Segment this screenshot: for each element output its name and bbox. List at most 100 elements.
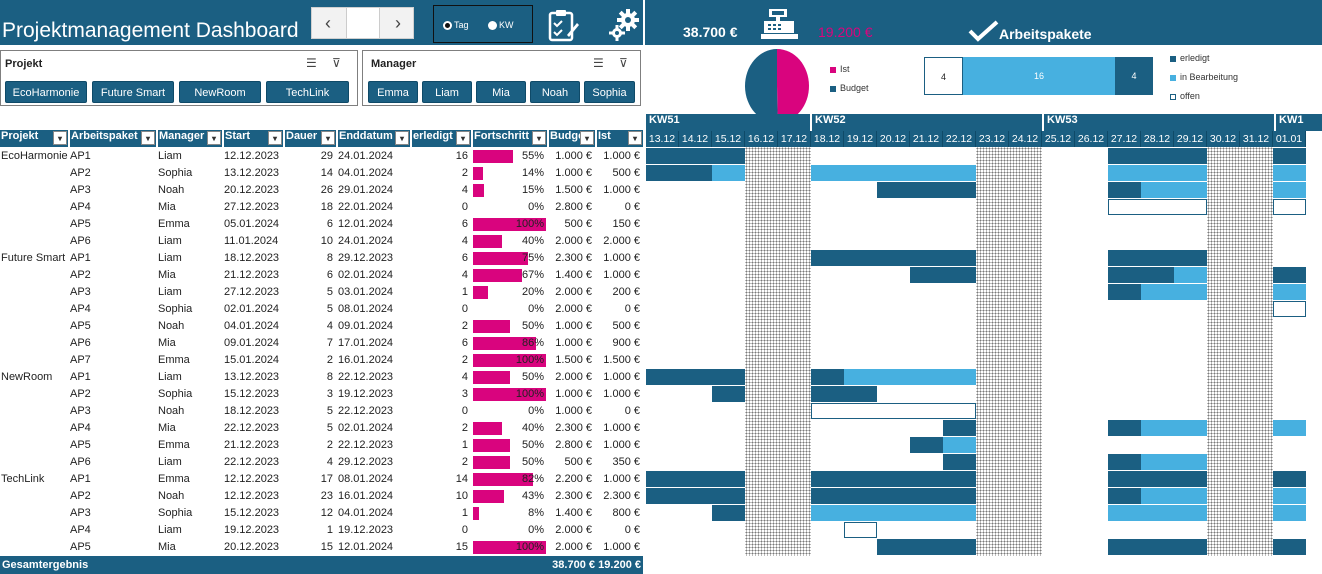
table-row[interactable]: AP4 Mia 27.12.2023 18 22.01.2024 0 0% 2.800 € 0 … <box>0 199 643 216</box>
filter-dropdown-icon[interactable]: ▾ <box>532 131 546 145</box>
table-row[interactable]: AP6 Mia 09.01.2024 7 17.01.2024 6 86% 1.000 € 90… <box>0 335 643 352</box>
radio-icon[interactable] <box>488 21 497 31</box>
cell-fortschritt: 67% <box>521 269 544 281</box>
table-row[interactable]: AP6 Liam 22.12.2023 4 29.12.2023 2 50% 500 € 350… <box>0 454 643 471</box>
table-row[interactable]: AP6 Liam 11.01.2024 10 24.01.2024 4 40% 2.000 €… <box>0 233 643 250</box>
filter-dropdown-icon[interactable]: ▾ <box>53 131 67 145</box>
cell-budget: 2.000 € <box>555 303 592 315</box>
timeline-scrollbar[interactable]: ‹ › <box>311 7 414 39</box>
table-row[interactable]: AP4 Mia 22.12.2023 5 02.01.2024 2 40% 2.300 € 1.… <box>0 420 643 437</box>
cell-erledigt: 6 <box>461 252 468 264</box>
clear-filter-icon[interactable]: ⊽ <box>332 56 341 70</box>
total-label: Gesamtergebnis <box>2 559 89 571</box>
clipboard-icon[interactable] <box>545 7 581 43</box>
slicer-item-techlink[interactable]: TechLink <box>266 81 349 103</box>
table-row[interactable]: AP4 Liam 19.12.2023 1 19.12.2023 0 0% 2.000 € 0 … <box>0 522 643 539</box>
cell-dauer: 12 <box>320 507 333 519</box>
cell-manager: Liam <box>158 286 182 298</box>
filter-dropdown-icon[interactable]: ▾ <box>207 131 221 145</box>
table-row[interactable]: AP2 Mia 21.12.2023 6 02.01.2024 4 67% 1.400 € 1.… <box>0 267 643 284</box>
status-legend-erledigt: erledigt <box>1170 53 1210 63</box>
scroll-left-button[interactable]: ‹ <box>325 13 331 33</box>
scroll-right-button[interactable]: › <box>395 13 401 33</box>
cell-ist: 1.000 € <box>603 541 640 553</box>
slicer-item-liam[interactable]: Liam <box>422 81 472 103</box>
kpi-budget-value: 38.700 € <box>683 24 738 40</box>
progress-bar <box>473 235 502 248</box>
table-row[interactable]: AP2 Sophia 15.12.2023 3 19.12.2023 3 100% 1.000… <box>0 386 643 403</box>
filter-dropdown-icon[interactable]: ▾ <box>580 131 594 145</box>
table-row[interactable]: EcoHarmonie AP1 Liam 12.12.2023 29 24.01.2024… <box>0 148 643 165</box>
gantt-bar-prog <box>1273 182 1306 198</box>
clear-filter-icon[interactable]: ⊽ <box>619 56 628 70</box>
table-row[interactable]: AP5 Emma 21.12.2023 2 22.12.2023 1 50% 2.800 € 1… <box>0 437 643 454</box>
cell-manager: Emma <box>158 354 190 366</box>
cell-erledigt: 2 <box>461 320 468 332</box>
filter-dropdown-icon[interactable]: ▾ <box>141 131 155 145</box>
filter-dropdown-icon[interactable]: ▾ <box>395 131 409 145</box>
cell-erledigt: 0 <box>461 201 468 213</box>
gantt-bar-done <box>646 148 745 164</box>
column-header-budget: Budget ▾ <box>549 130 595 147</box>
cell-dauer: 5 <box>326 422 333 434</box>
table-row[interactable]: AP2 Sophia 13.12.2023 14 04.01.2024 2 14% 1.000… <box>0 165 643 182</box>
day-header: 28.12 <box>1141 131 1174 147</box>
filter-dropdown-icon[interactable]: ▾ <box>321 131 335 145</box>
progress-bar <box>473 286 488 299</box>
slicer-item-newroom[interactable]: NewRoom <box>179 81 261 103</box>
gantt-bar-done <box>877 182 976 198</box>
cell-manager: Mia <box>158 269 176 281</box>
gantt-bar-done <box>877 539 976 555</box>
weekend-column <box>1009 147 1042 556</box>
table-row[interactable]: NewRoom AP1 Liam 13.12.2023 8 22.12.2023 4 50% 2… <box>0 369 643 386</box>
filter-dropdown-icon[interactable]: ▾ <box>456 131 470 145</box>
slicer-item-noah[interactable]: Noah <box>530 81 580 103</box>
mode-kw-option[interactable]: KW <box>488 20 514 31</box>
table-row[interactable]: AP3 Noah 20.12.2023 26 29.01.2024 4 15% 1.500 €… <box>0 182 643 199</box>
cell-ist: 1.000 € <box>603 422 640 434</box>
table-row[interactable]: AP5 Emma 05.01.2024 6 12.01.2024 6 100% 500 € 15… <box>0 216 643 233</box>
cell-ap: AP4 <box>70 524 91 536</box>
cell-budget: 2.300 € <box>555 422 592 434</box>
cell-ist: 1.000 € <box>603 252 640 264</box>
scroll-thumb[interactable] <box>346 8 380 38</box>
day-header: 01.01 <box>1273 131 1306 147</box>
cell-erledigt: 4 <box>461 235 468 247</box>
cell-manager: Noah <box>158 184 185 196</box>
gantt-bar-done <box>1108 148 1207 164</box>
table-row[interactable]: TechLink AP1 Emma 12.12.2023 17 08.01.2024 14 8… <box>0 471 643 488</box>
filter-dropdown-icon[interactable]: ▾ <box>268 131 282 145</box>
gantt-bar-done <box>1108 182 1141 198</box>
cell-erledigt: 16 <box>455 150 468 162</box>
cell-dauer: 1 <box>326 524 333 536</box>
legend-label: offen <box>1180 91 1200 101</box>
slicer-item-emma[interactable]: Emma <box>368 81 418 103</box>
table-row[interactable]: Future Smart AP1 Liam 18.12.2023 8 29.12.2023… <box>0 250 643 267</box>
column-header-label: Dauer <box>286 130 318 142</box>
multi-select-icon[interactable]: ☰ <box>306 56 317 70</box>
table-row[interactable]: AP5 Mia 20.12.2023 15 12.01.2024 15 100% 2.000 … <box>0 539 643 556</box>
cell-ist: 500 € <box>612 320 640 332</box>
cell-start: 13.12.2023 <box>224 167 280 179</box>
table-row[interactable]: AP5 Noah 04.01.2024 4 09.01.2024 2 50% 1.000 € 5… <box>0 318 643 335</box>
multi-select-icon[interactable]: ☰ <box>593 56 604 70</box>
cell-dauer: 23 <box>320 490 333 502</box>
table-row[interactable]: AP4 Sophia 02.01.2024 5 08.01.2024 0 0% 2.000 €… <box>0 301 643 318</box>
slicer-item-future-smart[interactable]: Future Smart <box>92 81 174 103</box>
table-row[interactable]: AP3 Sophia 15.12.2023 12 04.01.2024 1 8% 1.400 … <box>0 505 643 522</box>
slicer-item-ecoharmonie[interactable]: EcoHarmonie <box>5 81 87 103</box>
gantt-bar-open <box>1273 199 1306 215</box>
radio-selected-icon[interactable] <box>443 21 452 31</box>
settings-gear-icon[interactable] <box>607 8 641 42</box>
slicer-item-sophia[interactable]: Sophia <box>584 81 635 103</box>
mode-tag-option[interactable]: Tag <box>443 20 469 31</box>
day-header: 25.12 <box>1042 131 1075 147</box>
filter-dropdown-icon[interactable]: ▾ <box>628 131 642 145</box>
table-row[interactable]: AP3 Liam 27.12.2023 5 03.01.2024 1 20% 2.000 € 2… <box>0 284 643 301</box>
table-row[interactable]: AP7 Emma 15.01.2024 2 16.01.2024 2 100% 1.500 €… <box>0 352 643 369</box>
table-row[interactable]: AP2 Noah 12.12.2023 23 16.01.2024 10 43% 2.300 … <box>0 488 643 505</box>
table-row[interactable]: AP3 Noah 18.12.2023 5 22.12.2023 0 0% 1.000 € 0 … <box>0 403 643 420</box>
column-header-label: Arbeitspaket <box>71 130 138 142</box>
progress-bar <box>473 371 510 384</box>
slicer-item-mia[interactable]: Mia <box>476 81 526 103</box>
